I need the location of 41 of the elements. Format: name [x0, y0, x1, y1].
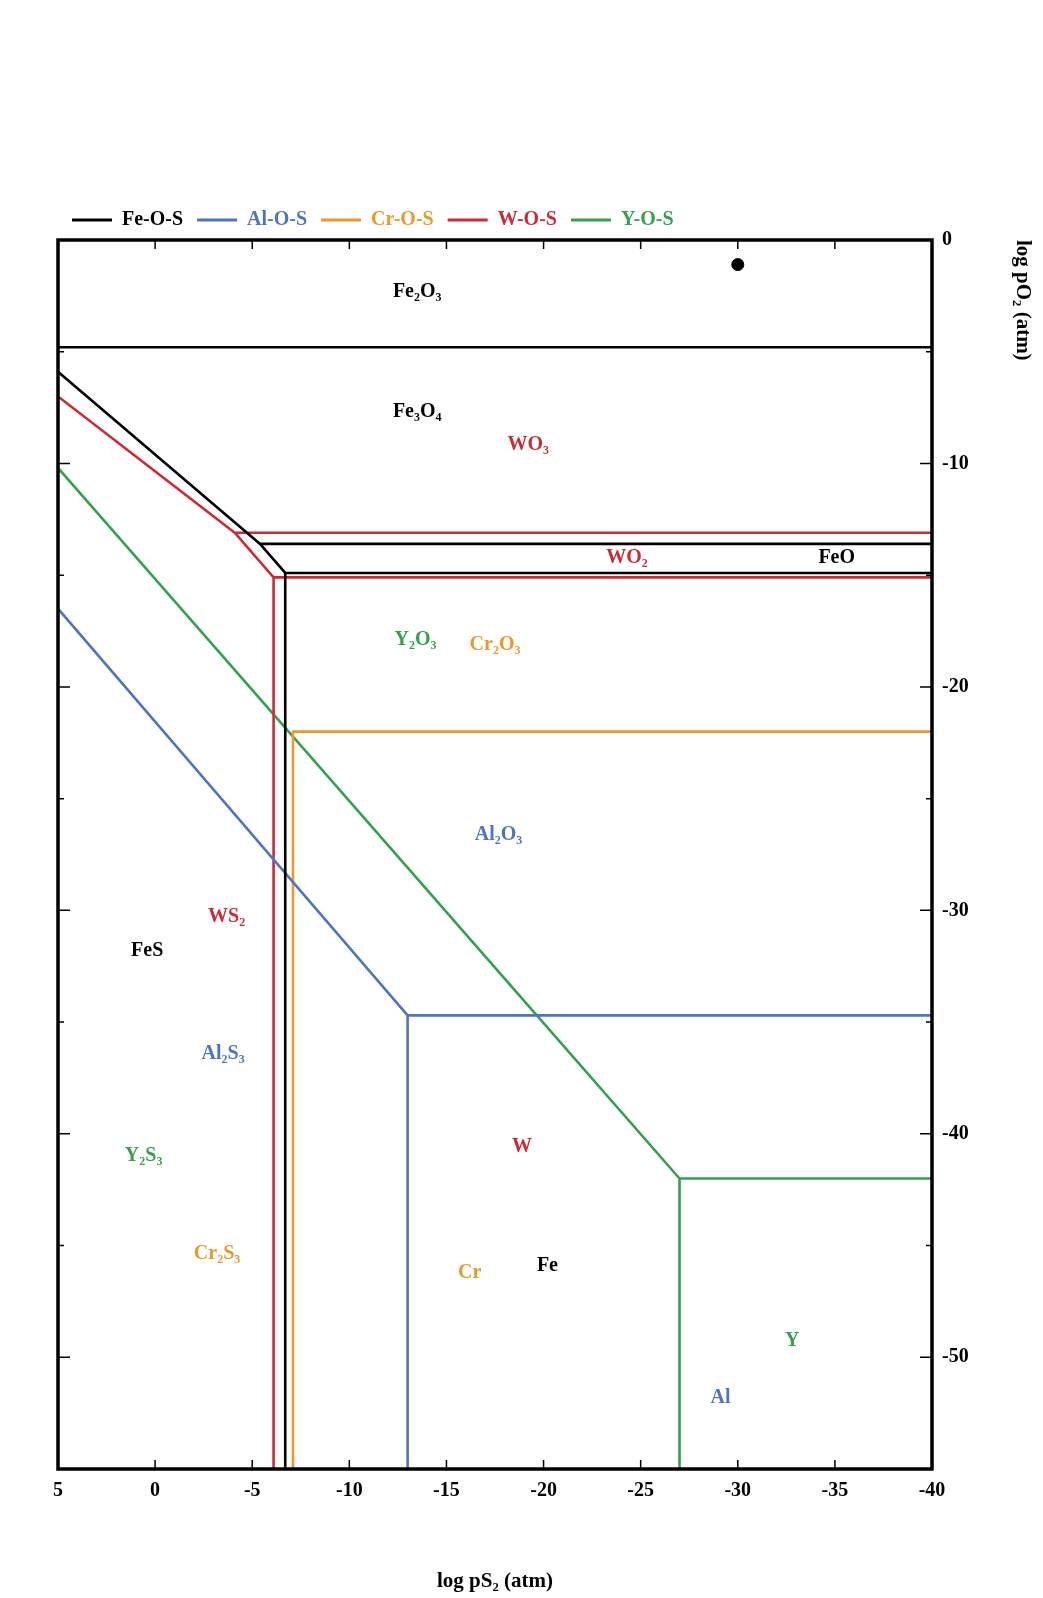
annotation: Al	[710, 1384, 731, 1407]
x-tick-label: -35	[821, 1478, 849, 1501]
x-tick-label: -25	[627, 1478, 654, 1501]
y-tick-label: -20	[942, 674, 969, 697]
x-tick-label: 0	[150, 1478, 161, 1501]
x-axis-title: log pS₂ (atm)	[437, 1567, 553, 1592]
legend-label: Fe-O-S	[122, 207, 184, 230]
y-tick-label: -10	[942, 450, 969, 473]
x-tick-label: -40	[918, 1478, 946, 1501]
annotation: Fe	[536, 1253, 559, 1276]
annotation: FeO	[818, 545, 856, 568]
y-axis-title: log pO₂ (atm)	[1011, 240, 1036, 361]
x-tick-label: -20	[530, 1478, 557, 1501]
annotation: Al₂S₃	[201, 1040, 245, 1063]
annotation: Y	[784, 1328, 800, 1351]
annotation: Y₂O₃	[394, 626, 437, 649]
x-tick-label: -30	[724, 1478, 752, 1501]
annotation: Cr	[457, 1259, 482, 1282]
x-tick-label: -10	[336, 1478, 363, 1501]
legend-label: W-O-S	[497, 207, 557, 230]
annotation: Fe₂O₃	[392, 278, 442, 301]
y-tick-label: -50	[942, 1344, 969, 1367]
y-tick-label: -30	[942, 897, 969, 920]
annotation: WO₂	[606, 545, 648, 568]
legend-label: Al-O-S	[247, 207, 308, 230]
legend-label: Cr-O-S	[371, 207, 434, 230]
y-tick-label: -40	[942, 1120, 969, 1143]
annotation: Fe₃O₄	[392, 399, 442, 422]
annotation: Cr₂S₃	[193, 1241, 241, 1264]
annotation: FeS	[131, 937, 164, 960]
x-tick-label: 5	[53, 1478, 63, 1501]
y-tick-label: 0	[942, 227, 952, 250]
annotation: W	[512, 1134, 533, 1157]
annotation: Cr₂O₃	[469, 631, 521, 654]
annotation: WS₂	[208, 904, 246, 927]
annotation: Al₂O₃	[474, 822, 523, 845]
x-tick-label: -15	[433, 1478, 460, 1501]
legend-label: Y-O-S	[620, 207, 674, 230]
annotation: Y₂S₃	[124, 1142, 163, 1165]
annotation: WO₃	[507, 432, 549, 455]
x-tick-label: -5	[243, 1478, 261, 1501]
